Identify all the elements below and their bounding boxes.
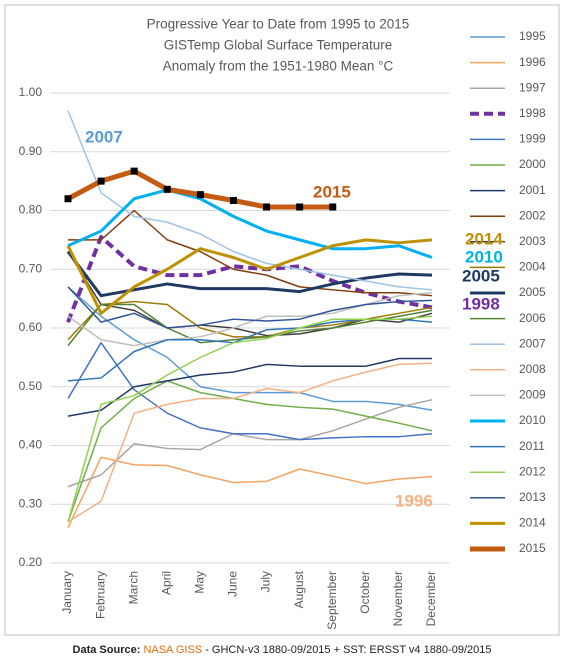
legend-label: 2012 (519, 464, 546, 478)
footer-source: NASA GISS (143, 644, 203, 656)
legend-label: 2015 (519, 541, 546, 555)
legend-label: 2000 (519, 157, 546, 171)
x-tick-label: May (193, 571, 207, 594)
point-marker (97, 177, 105, 185)
series-line (66, 234, 433, 323)
legend-label: 2005 (519, 285, 546, 299)
footer-text: - GHCN-v3 1880-09/2015 + SST: ERSST v4 1… (205, 644, 492, 656)
legend-label: 2003 (519, 234, 546, 248)
x-tick-label: August (292, 570, 306, 608)
annotation: 2005 (462, 266, 500, 285)
series-line (67, 380, 433, 523)
annotation: 2015 (313, 182, 351, 201)
series-line (67, 303, 433, 347)
legend-label: 2011 (519, 439, 545, 453)
x-tick-label: January (60, 571, 74, 614)
series-line (67, 357, 432, 417)
series-line (67, 456, 433, 529)
y-tick-label: 0.80 (19, 203, 43, 217)
series-line (67, 315, 433, 523)
chart-title: GISTemp Global Surface Temperature (164, 38, 393, 53)
x-tick-label: November (391, 571, 405, 626)
footer-label: Data Source: (72, 644, 141, 656)
x-tick-label: December (424, 571, 438, 626)
point-marker (64, 195, 72, 203)
legend-label: 1995 (519, 29, 546, 43)
footer: Data Source: NASA GISS - GHCN-v3 1880-09… (0, 644, 564, 656)
x-tick-label: March (126, 571, 140, 604)
series-line (68, 209, 433, 297)
x-tick-label: February (93, 571, 107, 619)
annotation: 2010 (465, 247, 503, 266)
x-tick-label: July (259, 571, 273, 592)
point-marker (296, 203, 304, 211)
legend-label: 1996 (519, 55, 546, 69)
annotation: 1998 (462, 294, 500, 313)
y-tick-label: 0.20 (19, 555, 43, 569)
x-tick-label: April (159, 571, 173, 595)
series-line (67, 188, 433, 259)
legend-label: 2014 (519, 516, 546, 530)
point-marker (329, 203, 337, 211)
point-marker (163, 185, 171, 193)
y-tick-label: 0.40 (19, 438, 43, 452)
point-marker (130, 167, 138, 175)
legend-label: 1999 (519, 132, 546, 146)
annotation: 2014 (465, 229, 503, 248)
legend-label: 2008 (519, 362, 546, 376)
y-tick-label: 0.60 (19, 320, 43, 334)
legend-label: 1998 (519, 106, 546, 120)
legend-label: 1997 (519, 80, 546, 94)
series-line (67, 110, 433, 291)
y-tick-label: 0.50 (19, 379, 43, 393)
chart: Progressive Year to Date from 1995 to 20… (4, 4, 560, 636)
legend-label: 2010 (519, 413, 546, 427)
series-line (67, 341, 433, 441)
point-marker (196, 191, 204, 199)
legend-label: 2013 (519, 490, 546, 504)
legend-label: 2002 (519, 208, 546, 222)
series-line (66, 238, 433, 315)
annotation: 2007 (85, 127, 123, 146)
y-tick-label: 1.00 (19, 85, 43, 99)
legend-label: 2004 (519, 260, 546, 274)
point-marker (229, 197, 237, 205)
x-tick-label: September (325, 571, 339, 630)
legend-label: 2006 (519, 311, 546, 325)
y-tick-label: 0.90 (19, 144, 43, 158)
series-line (67, 286, 433, 329)
legend-label: 2001 (519, 183, 546, 197)
series-line (67, 362, 433, 523)
chart-title: Progressive Year to Date from 1995 to 20… (147, 17, 410, 32)
series-line (67, 292, 433, 347)
point-marker (263, 203, 271, 211)
legend-label: 2009 (519, 388, 546, 402)
annotation: 1996 (395, 491, 433, 510)
chart-title: Anomaly from the 1951-1980 Mean °C (163, 59, 394, 74)
x-tick-label: June (226, 571, 240, 597)
y-tick-label: 0.30 (19, 496, 43, 510)
y-tick-label: 0.70 (19, 261, 43, 275)
x-tick-label: October (358, 571, 372, 614)
series-line (67, 286, 433, 411)
legend-label: 2007 (519, 336, 546, 350)
